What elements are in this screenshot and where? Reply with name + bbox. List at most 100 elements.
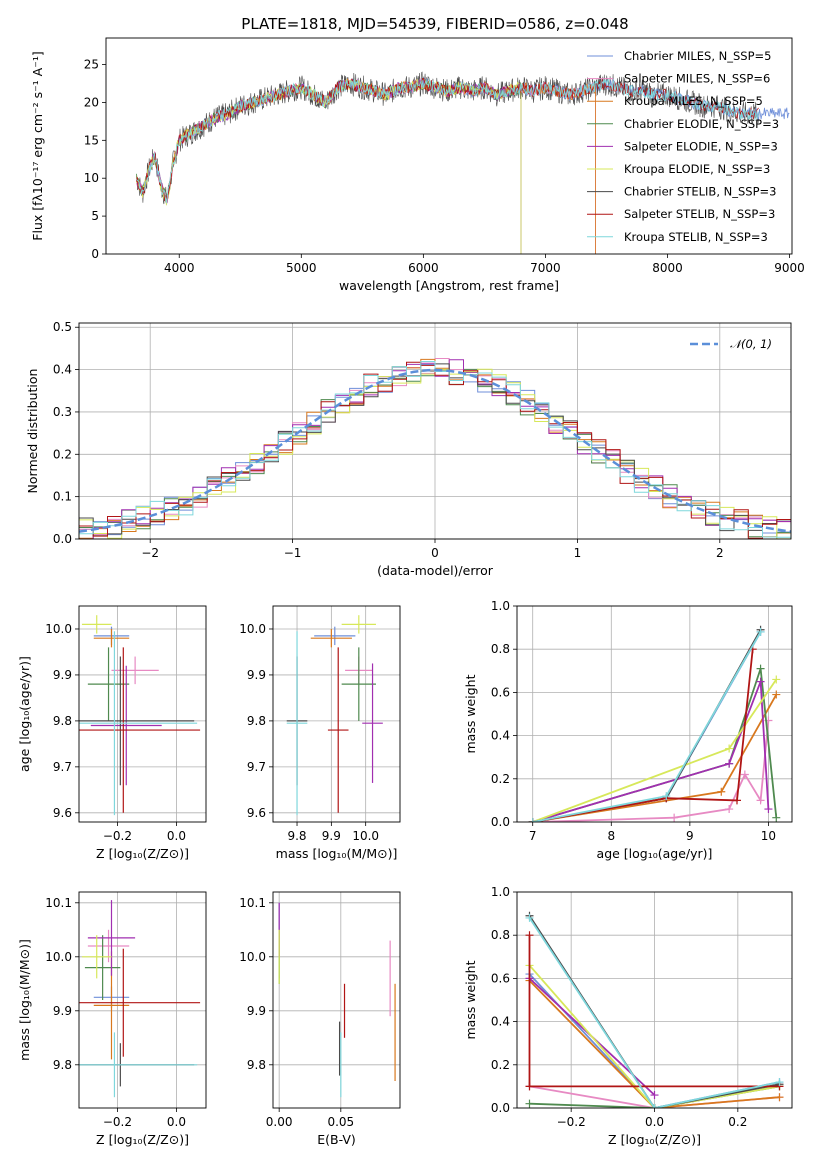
y-tick-label: 9.7 — [53, 760, 72, 774]
data-point — [725, 759, 734, 768]
y-tick-label: 9.8 — [53, 714, 72, 728]
y-tick-label: 10.1 — [239, 896, 266, 910]
y-axis-label: mass weight — [463, 960, 478, 1039]
y-tick-label: 0.3 — [53, 405, 72, 419]
legend-label: 𝒩(0, 1) — [730, 337, 772, 351]
legend-label: Kroupa ELODIE, N_SSP=3 — [624, 162, 770, 176]
y-tick-label: 9.9 — [247, 1004, 266, 1018]
y-tick-label: 0.0 — [491, 1101, 510, 1115]
y-tick-label: 0.4 — [491, 1015, 510, 1029]
y-tick-label: 0.6 — [491, 971, 510, 985]
x-axis-label: Z [log₁₀(Z/Z⊙)] — [96, 846, 189, 861]
weight-line — [532, 649, 754, 822]
data-point — [772, 690, 781, 699]
x-tick-label: −0.2 — [103, 1115, 132, 1129]
x-tick-label: −0.2 — [557, 1115, 586, 1129]
x-axis-label: wavelength [Angstrom, rest frame] — [339, 278, 559, 293]
mass-vs-Z-panel: −0.2 0.0 9.8 9.9 10.0 10.1 Z [log₁₀(Z/Z⊙)] mass… — [17, 891, 207, 1147]
y-tick-label: 15 — [84, 133, 99, 147]
age-vs-mass-plot — [286, 615, 383, 816]
y-tick-label: 0.2 — [491, 1058, 510, 1072]
data-point — [756, 664, 765, 673]
y-axis-label: age [log₁₀(age/yr)] — [17, 656, 32, 772]
x-tick-label: 2 — [716, 546, 724, 560]
data-point — [525, 1099, 534, 1108]
x-tick-label: 0 — [431, 546, 439, 560]
x-axis-label: (data-model)/error — [377, 563, 494, 578]
x-tick-label: −2 — [141, 546, 159, 560]
y-tick-label: 10.0 — [239, 950, 266, 964]
legend-label: Chabrier STELIB, N_SSP=3 — [624, 185, 776, 199]
x-tick-label: 9.8 — [287, 829, 306, 843]
y-tick-label: 0 — [91, 247, 99, 261]
weight-vs-Z-panel: −0.2 0.0 0.2 0.0 0.2 0.4 0.6 0.8 1.0 Z [log₁₀(Z/Z… — [463, 885, 793, 1147]
weight-line — [532, 631, 762, 822]
y-tick-label: 10.0 — [45, 950, 72, 964]
y-tick-label: 0.1 — [53, 490, 72, 504]
data-point — [725, 744, 734, 753]
x-tick-label: 0.0 — [167, 1115, 186, 1129]
y-tick-label: 10.1 — [45, 896, 72, 910]
y-tick-label: 0.4 — [53, 363, 72, 377]
data-point — [717, 787, 726, 796]
y-tick-label: 1.0 — [491, 885, 510, 899]
x-tick-label: 10.0 — [352, 829, 379, 843]
y-tick-label: 9.9 — [53, 668, 72, 682]
x-tick-label: −1 — [284, 546, 302, 560]
data-point — [756, 796, 765, 805]
x-tick-label: 8000 — [652, 261, 683, 275]
y-tick-label: 0.8 — [491, 642, 510, 656]
y-tick-label: 10.0 — [45, 622, 72, 636]
legend-label: Salpeter STELIB, N_SSP=3 — [624, 207, 775, 221]
data-point — [772, 675, 781, 684]
y-axis-label: Normed distribution — [25, 369, 40, 494]
spectrum-line — [136, 78, 522, 254]
spectrum-plot — [136, 71, 790, 254]
y-tick-label: 0.4 — [491, 729, 510, 743]
x-tick-label: 9.9 — [322, 829, 341, 843]
y-tick-label: 9.8 — [247, 1058, 266, 1072]
data-point — [740, 770, 749, 779]
y-tick-label: 9.8 — [247, 714, 266, 728]
axes-frame — [105, 37, 793, 255]
y-tick-label: 10 — [84, 171, 99, 185]
legend-label: Kroupa STELIB, N_SSP=3 — [624, 230, 768, 244]
mass-vs-Z-plot — [79, 900, 201, 1098]
x-tick-label: 0.00 — [266, 1115, 293, 1129]
y-tick-label: 0.0 — [53, 532, 72, 546]
data-point — [756, 627, 765, 636]
weight-line — [532, 629, 762, 822]
data-point — [772, 813, 781, 822]
figure-title: PLATE=1818, MJD=54539, FIBERID=0586, z=0… — [241, 15, 628, 33]
age-vs-Z-plot — [79, 615, 201, 816]
x-axis-label: mass [log₁₀(M/M⊙)] — [276, 846, 398, 861]
weight-line — [528, 917, 780, 1108]
data-point — [775, 1093, 784, 1102]
y-tick-label: 0.5 — [53, 320, 72, 334]
y-tick-label: 0.2 — [53, 447, 72, 461]
x-tick-label: 10 — [761, 829, 776, 843]
weight-vs-Z-plot — [525, 911, 784, 1108]
spectrum-line — [136, 78, 596, 254]
axes-frame — [78, 891, 207, 1109]
x-tick-label: 9 — [686, 829, 694, 843]
y-tick-label: 9.6 — [247, 806, 266, 820]
x-tick-label: 8 — [607, 829, 615, 843]
legend-label: Chabrier MILES, N_SSP=5 — [624, 49, 771, 63]
age-vs-Z-panel: −0.2 0.0 9.6 9.7 9.8 9.9 10.0 Z [log₁₀(Z/Z⊙)] ag… — [17, 605, 207, 861]
x-tick-label: 1 — [574, 546, 582, 560]
weight-vs-age-plot — [528, 625, 781, 822]
spectrum-line — [136, 77, 596, 254]
y-tick-label: 9.9 — [247, 668, 266, 682]
data-point — [650, 1104, 659, 1108]
y-tick-label: 0.8 — [491, 928, 510, 942]
residuals-panel: −2 −1 0 1 2 0.0 0.1 0.2 0.3 0.4 0.5 (data-model)/er… — [25, 320, 792, 578]
weight-line — [528, 964, 780, 1108]
y-tick-label: 9.6 — [53, 806, 72, 820]
mass-vs-ebv-plot — [278, 902, 396, 1098]
y-tick-label: 9.9 — [53, 1004, 72, 1018]
data-point — [725, 805, 734, 814]
data-point — [525, 913, 534, 922]
legend-label: Kroupa MILES, N_SSP=5 — [624, 94, 763, 108]
